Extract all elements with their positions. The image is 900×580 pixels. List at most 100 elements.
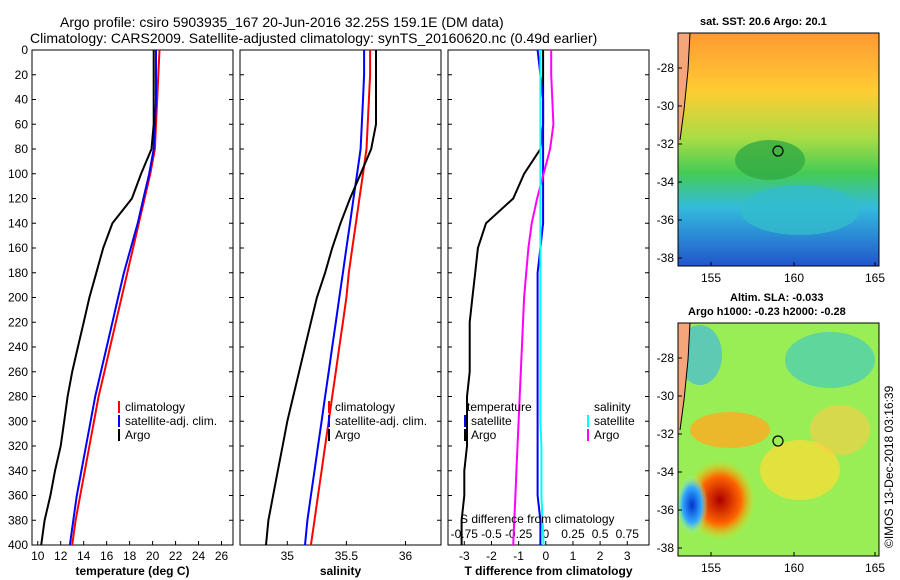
lon-tick-label: 160 — [784, 271, 804, 285]
legend-sal-argo: Argo — [335, 428, 361, 442]
depth-tick-label: 340 — [8, 464, 28, 478]
x-tick-label: -2 — [486, 549, 497, 563]
sla-coastline — [679, 322, 691, 431]
legend-temp-satellite: satellite-adj. clim. — [125, 414, 217, 428]
depth-tick-label: 20 — [15, 68, 29, 82]
x-tick-label: 10 — [31, 549, 45, 563]
x-tick-label: 1 — [570, 549, 577, 563]
lat-tick-label: -30 — [657, 99, 675, 113]
lon-tick-label: 160 — [784, 561, 804, 575]
lat-tick-label: -34 — [657, 465, 675, 479]
sst-green-patch — [735, 140, 805, 180]
legend-diff-salinity: salinity — [594, 400, 631, 414]
series-line-argo — [40, 50, 155, 546]
sla-orange-band — [690, 412, 770, 448]
sla-map-title-2: Argo h1000: -0.23 h2000: -0.28 — [688, 306, 846, 318]
legend-diff-satellite-t: satellite — [471, 414, 512, 428]
sla-yellow-patch — [760, 440, 840, 500]
x-tick-label: -3 — [459, 549, 470, 563]
legend-diff-argo-s: Argo — [594, 428, 620, 442]
legend-diff-temperature: temperature — [467, 400, 532, 414]
header-line1: Argo profile: csiro 5903935_167 20-Jun-2… — [60, 14, 504, 30]
sst-land — [678, 33, 690, 150]
salinity-panel: 35 35.5 36 salinity — [239, 49, 442, 578]
copyright-label: ©IMOS 13-Dec-2018 03:16:39 — [882, 385, 896, 548]
legend-temp-argo: Argo — [125, 428, 151, 442]
x-tick-label: 20 — [146, 549, 160, 563]
x-tick-label: 36 — [399, 549, 413, 563]
top-tick-label: -0.75 — [451, 527, 479, 541]
sst-argo-marker — [772, 145, 784, 157]
temperature-panel: 10 12 14 16 18 20 22 24 26 temperature (deg C) — [31, 49, 234, 578]
diff-inner-title: S difference from climatology — [460, 512, 615, 526]
sst-map — [677, 32, 880, 267]
sla-land — [678, 323, 690, 440]
sla-map-frame — [677, 322, 880, 557]
sst-map-frame — [677, 32, 880, 267]
depth-tick-label: 220 — [8, 315, 28, 329]
sla-argo-marker — [772, 435, 784, 447]
series-line-argo — [265, 50, 377, 546]
legend-sal-climatology: climatology — [335, 400, 395, 414]
series-line-climatology — [309, 50, 372, 546]
series-line-argo-temperature — [460, 50, 545, 545]
depth-tick-label: 180 — [8, 266, 28, 280]
x-tick-label: 16 — [100, 549, 114, 563]
top-tick-label: 0.25 — [561, 527, 585, 541]
top-tick-label: -0.25 — [505, 527, 533, 541]
top-tick-label: 0 — [542, 527, 549, 541]
depth-tick-label: 360 — [8, 489, 28, 503]
difference-legend: temperature satellite Argo salinity sate… — [464, 400, 635, 442]
sst-lon-ticks: 155 160 165 — [701, 262, 885, 285]
sla-map — [676, 322, 880, 557]
x-tick-label: 35.5 — [335, 549, 359, 563]
depth-tick-label: 80 — [15, 142, 29, 156]
x-tick-label: 0 — [542, 549, 549, 563]
depth-tick-label: 120 — [8, 192, 28, 206]
legend-temp-climatology: climatology — [125, 400, 185, 414]
depth-tick-label: 280 — [8, 390, 28, 404]
depth-tick-label: 60 — [15, 117, 29, 131]
legend-diff-argo-t: Argo — [471, 428, 497, 442]
series-line-argo-salinity — [512, 50, 555, 546]
header-line2: Climatology: CARS2009. Satellite-adjuste… — [30, 30, 597, 46]
depth-tick-label: 160 — [8, 241, 28, 255]
x-tick-label: 18 — [123, 549, 137, 563]
series-line-satellite-salinity — [539, 50, 545, 546]
depth-tick-label: 400 — [8, 538, 28, 552]
x-tick-label: 22 — [169, 549, 183, 563]
lon-tick-label: 165 — [865, 271, 885, 285]
x-tick-label: 2 — [597, 549, 604, 563]
sst-cool-patch — [740, 185, 860, 235]
depth-tick-label: 380 — [8, 513, 28, 527]
depth-tick-label: 320 — [8, 439, 28, 453]
panel-frame — [239, 49, 442, 546]
x-tick-label: 24 — [192, 549, 206, 563]
salinity-legend: climatology satellite-adj. clim. Argo — [328, 400, 427, 442]
x-axis-label: salinity — [320, 564, 362, 578]
sst-map-title: sat. SST: 20.6 Argo: 20.1 — [700, 16, 827, 28]
series-line-satellite-adj-clim- — [304, 50, 366, 546]
difference-panel: -3 -2 -1 0 1 2 3T difference from climatology -… — [447, 49, 650, 578]
lon-tick-label: 165 — [865, 561, 885, 575]
legend-sal-satellite: satellite-adj. clim. — [335, 414, 427, 428]
depth-tick-label: 140 — [8, 216, 28, 230]
lat-tick-label: -38 — [657, 541, 675, 555]
lat-tick-label: -32 — [657, 137, 675, 151]
x-tick-label: 26 — [215, 549, 229, 563]
x-tick-label: 35 — [281, 549, 295, 563]
panel-frame — [31, 49, 234, 546]
lat-tick-label: -36 — [657, 503, 675, 517]
sla-blue-eddy — [676, 475, 708, 535]
depth-tick-label: 260 — [8, 365, 28, 379]
top-tick-label: -0.5 — [481, 527, 502, 541]
x-tick-label: 3 — [624, 549, 631, 563]
sla-map-title-1: Altim. SLA: -0.033 — [730, 292, 824, 304]
lat-tick-label: -28 — [657, 61, 675, 75]
lat-tick-label: -30 — [657, 389, 675, 403]
lat-tick-label: -36 — [657, 213, 675, 227]
legend-diff-satellite-s: satellite — [594, 414, 635, 428]
series-line-satellite-temperature — [536, 49, 545, 545]
depth-tick-label: 100 — [8, 167, 28, 181]
sla-lat-ticks: -28 -30 -32 -34 -36 -38 — [657, 351, 682, 555]
